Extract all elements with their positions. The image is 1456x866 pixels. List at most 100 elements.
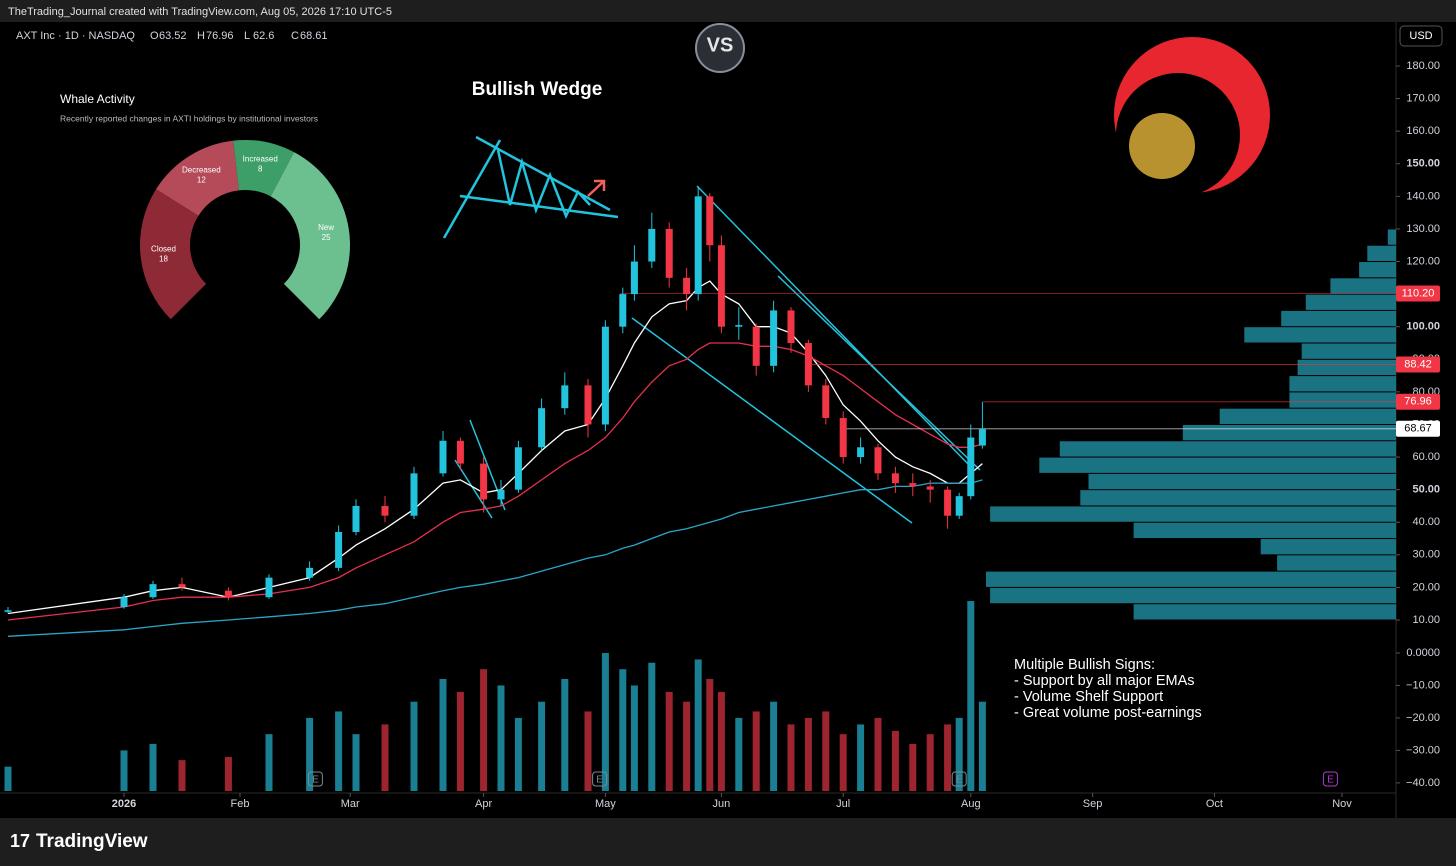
volume-profile-bar [1244, 327, 1396, 343]
segment-name: New [318, 223, 334, 232]
volume-bar [804, 717, 812, 791]
volume-profile-bar [1059, 441, 1396, 457]
candle-body [224, 590, 232, 598]
volume-bar [967, 601, 975, 791]
volume-profile-bar [1289, 392, 1396, 408]
y-tick-label: 60.00 [1412, 451, 1440, 463]
volume-bar [955, 717, 963, 791]
top-bar [0, 0, 1456, 22]
volume-profile-bar [986, 571, 1396, 587]
y-tick-label: 20.00 [1412, 581, 1440, 593]
volume-bar [706, 678, 714, 791]
volume-profile-bar [990, 506, 1396, 522]
volume-bar [770, 701, 778, 791]
volume-bar [480, 669, 488, 791]
y-tick-label: 120.00 [1406, 255, 1440, 267]
volume-profile-bar [990, 587, 1396, 604]
earnings-label: E [1327, 775, 1334, 786]
annotation-line: - Support by all major EMAs [1014, 673, 1195, 689]
candle-body [630, 261, 638, 295]
volume-bar [352, 734, 360, 791]
volume-bar [874, 717, 882, 791]
volume-bar [978, 701, 986, 791]
wedge-arrow [587, 179, 606, 197]
y-tick-label: 50.00 [1412, 484, 1440, 496]
volume-bar [149, 743, 157, 791]
tv-icon: 17 [10, 831, 30, 851]
segment-value: 8 [258, 165, 263, 174]
volume-bar [735, 717, 743, 791]
x-tick-label: Aug [961, 798, 981, 810]
y-tick-label: 30.00 [1412, 549, 1440, 561]
volume-bar [439, 678, 447, 791]
segment-name: Closed [151, 244, 176, 253]
volume-profile-bar [1260, 539, 1396, 555]
candle-body [306, 567, 314, 578]
y-tick-label: 150.00 [1406, 158, 1440, 170]
volume-bar [120, 750, 128, 791]
candle-body [120, 597, 128, 607]
candle-body [265, 577, 273, 598]
segment-name: Decreased [182, 166, 221, 175]
price-tag [1396, 356, 1440, 373]
candle-body [804, 343, 812, 386]
x-tick-label: Mar [341, 798, 360, 810]
volume-bar [265, 734, 273, 791]
candle-body [822, 385, 830, 418]
volume-bar [456, 691, 464, 791]
currency-button[interactable] [1399, 25, 1443, 47]
x-tick-label: Jun [713, 798, 731, 810]
x-tick-label: Sep [1083, 798, 1103, 810]
candle-body [839, 417, 847, 458]
ohlc-value: 62.6 [253, 30, 274, 42]
volume-bar [717, 691, 725, 791]
x-tick-label: Feb [231, 798, 250, 810]
volume-bar [538, 701, 546, 791]
wedge-lines [454, 185, 981, 524]
volume-bar [822, 711, 830, 791]
currency[interactable]: USD [1409, 30, 1432, 42]
volume-profile-bar [1133, 604, 1396, 620]
volume-bar [224, 756, 232, 791]
volume-profile-bar [1330, 278, 1396, 294]
candle-body [335, 532, 343, 568]
ohlc-value: 63.52 [159, 30, 187, 42]
volume-bar [752, 711, 760, 791]
y2-tick-label: −40.00 [1406, 777, 1440, 789]
volume-bar [839, 734, 847, 791]
candle-body [787, 310, 795, 343]
earnings-label: E [312, 775, 319, 786]
earnings-marker [592, 771, 608, 787]
candle-body [944, 489, 952, 516]
candle-body [909, 483, 917, 487]
volume-bar [306, 717, 314, 791]
volume-profile-bar [1219, 408, 1396, 424]
y-tick-label: 140.00 [1406, 190, 1440, 202]
candle-body [538, 408, 546, 448]
candle-body [770, 310, 778, 366]
y-tick-label: 130.00 [1406, 223, 1440, 235]
volume-bar [944, 724, 952, 791]
volume-bar [381, 724, 389, 791]
donut-segment [233, 140, 295, 197]
volume-bar [335, 711, 343, 791]
volume-profile-bar [1289, 376, 1396, 392]
volume-profile-bar [1088, 473, 1396, 490]
volume-bar [561, 678, 569, 791]
earnings-label: E [956, 775, 963, 786]
candle-body [480, 463, 488, 500]
segment-value: 18 [159, 254, 168, 263]
ohlc-letter: C [291, 30, 299, 42]
y-tick-label: 160.00 [1406, 125, 1440, 137]
volume-bar [410, 701, 418, 791]
earnings-marker [1322, 771, 1338, 787]
volume-profile-bar [1387, 229, 1396, 245]
price-tag [1396, 393, 1440, 410]
segment-value: 12 [197, 176, 206, 185]
earnings-marker [951, 771, 967, 787]
volume-bar [857, 724, 865, 791]
candle-body [857, 447, 865, 458]
price-tag-label: 110.20 [1402, 287, 1435, 299]
donut-segment [156, 140, 239, 216]
